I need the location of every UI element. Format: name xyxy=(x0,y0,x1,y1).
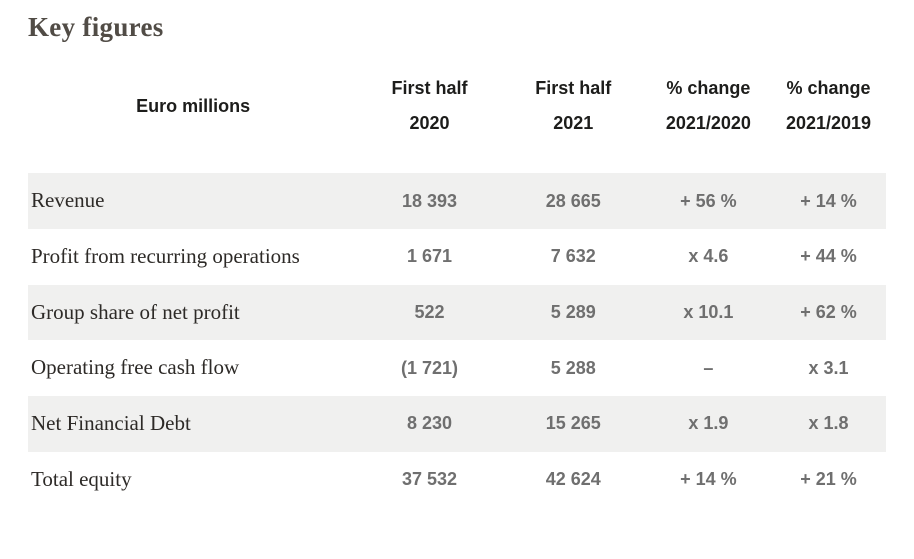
table-row-net-financial-debt: Net Financial Debt 8 230 15 265 x 1.9 x … xyxy=(28,395,886,452)
cell-value: 1 671 xyxy=(407,246,453,267)
table-row-operating-free-cash-flow: Operating free cash flow (1 721) 5 288 –… xyxy=(28,340,886,396)
row-label: Operating free cash flow xyxy=(31,355,240,380)
cell-value: 15 265 xyxy=(545,413,601,434)
table-row-revenue: Revenue 18 393 28 665 + 56 % + 14 % xyxy=(28,173,886,229)
header-line-1: First half xyxy=(391,78,468,98)
cell-value: – xyxy=(703,357,714,378)
table-row-profit-from-recurring-operations: Profit from recurring operations 1 671 7… xyxy=(28,229,886,285)
row-label: Total equity xyxy=(31,466,132,491)
key-figures-table: Euro millions First half 2020 First half… xyxy=(28,71,886,507)
cell-value: 28 665 xyxy=(545,190,601,211)
column-header-change-2021-2019: % change 2021/2019 xyxy=(771,71,886,141)
row-label: Net Financial Debt xyxy=(31,410,191,435)
table-header-row: Euro millions First half 2020 First half… xyxy=(28,71,886,141)
column-header-change-2021-2020: % change 2021/2020 xyxy=(646,71,771,141)
table-row-total-equity: Total equity 37 532 42 624 + 14 % + 21 % xyxy=(28,452,886,508)
cell-value: + 56 % xyxy=(680,190,737,211)
cell-value: + 44 % xyxy=(800,246,857,267)
cell-value: 522 xyxy=(414,301,445,322)
column-header-first-half-2021: First half 2021 xyxy=(501,71,646,141)
cell-value: + 14 % xyxy=(680,468,737,489)
column-header-first-half-2020: First half 2020 xyxy=(358,71,500,141)
page-title: Key figures xyxy=(28,12,164,42)
header-line-2: 2020 xyxy=(409,113,450,134)
header-line-1: % change xyxy=(786,78,871,98)
key-figures-section: Key figures Euro millions First half 202… xyxy=(28,12,886,507)
column-header-euro-millions: Euro millions xyxy=(136,95,251,116)
header-line-2: 2021/2020 xyxy=(665,113,751,134)
header-line-1: First half xyxy=(535,78,612,98)
cell-value: (1 721) xyxy=(401,357,459,378)
cell-value: x 10.1 xyxy=(683,301,734,322)
cell-value: + 14 % xyxy=(800,190,857,211)
cell-value: 37 532 xyxy=(402,468,458,489)
cell-value: x 3.1 xyxy=(808,357,849,378)
cell-value: x 1.8 xyxy=(808,413,849,434)
cell-value: 18 393 xyxy=(402,190,458,211)
cell-value: 7 632 xyxy=(550,246,596,267)
cell-value: 8 230 xyxy=(407,413,453,434)
cell-value: + 21 % xyxy=(800,468,857,489)
cell-value: 42 624 xyxy=(545,468,601,489)
header-line-2: 2021 xyxy=(553,113,594,134)
row-label: Profit from recurring operations xyxy=(31,243,300,268)
row-label: Group share of net profit xyxy=(31,299,240,324)
cell-value: 5 289 xyxy=(550,301,596,322)
cell-value: x 1.9 xyxy=(688,413,729,434)
table-row-group-share-of-net-profit: Group share of net profit 522 5 289 x 10… xyxy=(28,284,886,341)
row-label: Revenue xyxy=(31,188,105,213)
cell-value: x 4.6 xyxy=(688,246,729,267)
cell-value: + 62 % xyxy=(800,301,857,322)
header-line-1: % change xyxy=(666,78,751,98)
header-line-2: 2021/2019 xyxy=(785,113,872,134)
cell-value: 5 288 xyxy=(550,357,596,378)
